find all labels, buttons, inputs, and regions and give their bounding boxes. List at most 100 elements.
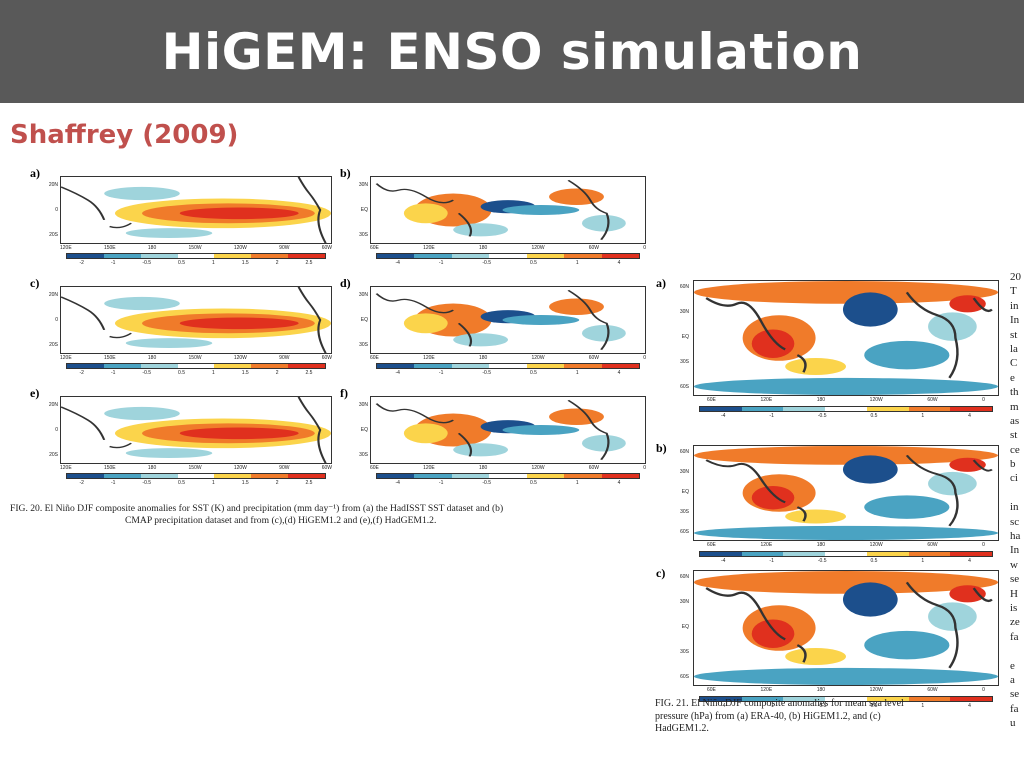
colorbar-segment	[526, 254, 565, 258]
longitude-ticks: 60E 120E 180 120W 60W 0	[707, 687, 985, 693]
panel-letter: f)	[340, 386, 348, 400]
colorbar-segment	[377, 254, 415, 258]
figure-21-caption-line-2: pressure (hPa) from (a) ERA-40, (b) HiGE…	[655, 710, 881, 722]
colorbar-tick: -1	[769, 413, 774, 419]
colorbar-segment	[103, 474, 141, 478]
sst-anomaly-strong	[179, 207, 299, 220]
colorbar-segment	[177, 364, 215, 368]
figure-21-caption: FIG. 21. El Niño DJF composite anomalies…	[655, 698, 1005, 736]
global-map-panel-a	[693, 280, 999, 396]
colorbar-tick: -1	[438, 480, 444, 486]
mslp-anomaly	[785, 647, 846, 666]
tick-label: 60E	[707, 542, 716, 548]
colorbar	[66, 473, 326, 479]
colorbar	[376, 363, 640, 369]
map-plot	[375, 289, 626, 350]
colorbar-labels: -4 -1 -0.5 0.5 1 4	[376, 260, 640, 266]
tick-label: 30N	[358, 182, 368, 188]
coastline	[61, 296, 132, 339]
colorbar-segment	[214, 254, 252, 258]
colorbar-tick: 0.5	[870, 703, 878, 709]
colorbar-segment	[908, 407, 951, 411]
colorbar-segment	[414, 474, 452, 478]
colorbar-segment	[377, 474, 415, 478]
colorbar-tick: 2.5	[305, 480, 313, 486]
tick-label: 20S	[49, 452, 58, 458]
colorbar-tick: 2.5	[305, 260, 313, 266]
sst-anomaly-strong	[179, 427, 299, 440]
colorbar-segment	[700, 697, 742, 701]
colorbar-segment	[825, 407, 867, 411]
colorbar-tick: -4	[720, 703, 726, 709]
tick-label: 30S	[680, 509, 689, 515]
slide-title: HiGEM: ENSO simulation	[161, 22, 863, 81]
cropped-text-line: T	[1010, 285, 1017, 298]
colorbar-tick: 0.5	[178, 480, 185, 486]
cropped-text-line: fa	[1010, 702, 1019, 715]
colorbar-tick: 0.5	[870, 413, 878, 419]
tick-label: 150W	[188, 245, 202, 251]
mslp-anomaly-low	[842, 455, 898, 484]
colorbar-segment	[825, 697, 867, 701]
global-map-panel-c	[693, 570, 999, 686]
colorbar	[699, 406, 993, 412]
panel-letter: b)	[656, 441, 667, 455]
colorbar-tick: -0.5	[817, 413, 827, 419]
tick-label: EQ	[360, 207, 368, 213]
tick-label: 120E	[760, 542, 773, 548]
figure-20-caption-line-1: FIG. 20. El Niño DJF composite anomalies…	[10, 503, 504, 514]
figure-20-caption: FIG. 20. El Niño DJF composite anomalies…	[10, 503, 650, 527]
map-panel-c	[60, 286, 332, 354]
tick-label: 90W	[279, 245, 290, 251]
colorbar-tick: 0.5	[178, 370, 185, 376]
colorbar-segment	[251, 474, 289, 478]
precip-anomaly	[453, 223, 508, 237]
colorbar-labels: -4 -1 -0.5 0.5 1 4	[376, 480, 640, 486]
mslp-anomaly-southern	[694, 525, 998, 540]
colorbar-tick: 1.5	[241, 480, 249, 486]
precip-anomaly-dry	[549, 298, 604, 316]
precip-anomaly-wet	[502, 315, 580, 325]
tick-label: 180	[147, 245, 157, 251]
sst-cool-anomaly	[125, 448, 213, 459]
colorbar-tick: -4	[720, 558, 726, 564]
colorbar-tick: 2	[275, 370, 279, 376]
colorbar-tick: -1	[769, 703, 774, 709]
sst-cool-anomaly	[125, 228, 213, 239]
tick-label: 120W	[233, 465, 247, 471]
cropped-text-line: in	[1010, 501, 1019, 514]
longitude-ticks: 120E 150E 180 150W 120W 90W 60W	[60, 465, 332, 471]
coastline	[905, 454, 993, 527]
tick-label: 150E	[103, 245, 116, 251]
tick-label: 150E	[103, 465, 116, 471]
longitude-ticks: 60E 120E 180 120W 60W 0	[707, 542, 985, 548]
tick-label: 30N	[358, 402, 368, 408]
tick-label: 180	[478, 355, 488, 361]
sst-cool-anomaly	[104, 406, 180, 421]
cropped-text-line: H	[1010, 587, 1018, 600]
latitude-ticks: 60N 30N EQ 30S 60S	[673, 449, 689, 535]
tick-label: 120E	[760, 687, 773, 693]
colorbar-tick: 4	[617, 260, 621, 266]
colorbar-segment	[251, 254, 289, 258]
colorbar-labels: -4 -1 -0.5 0.5 1 4	[699, 413, 993, 419]
cropped-text-line: is	[1010, 601, 1018, 614]
colorbar-segment	[783, 697, 826, 701]
coastline	[705, 459, 807, 522]
coastline	[705, 587, 807, 663]
colorbar-tick: -0.5	[142, 370, 152, 376]
tick-label: 60N	[679, 284, 689, 290]
latitude-ticks: 30N EQ 30S	[352, 292, 368, 348]
tick-label: 180	[147, 465, 157, 471]
sst-anomaly-strong	[179, 317, 299, 330]
precip-anomaly-wet	[502, 425, 580, 435]
tick-label: 30S	[359, 452, 368, 458]
colorbar-segment	[377, 364, 415, 368]
cropped-text-line: 20	[1010, 271, 1021, 283]
tick-label: 0	[55, 427, 58, 433]
tick-label: 150W	[188, 355, 202, 361]
tick-label: 180	[816, 687, 826, 693]
map-panel-e	[60, 396, 332, 464]
colorbar-tick: 1	[211, 480, 215, 486]
cropped-text-line: e	[1010, 659, 1015, 672]
